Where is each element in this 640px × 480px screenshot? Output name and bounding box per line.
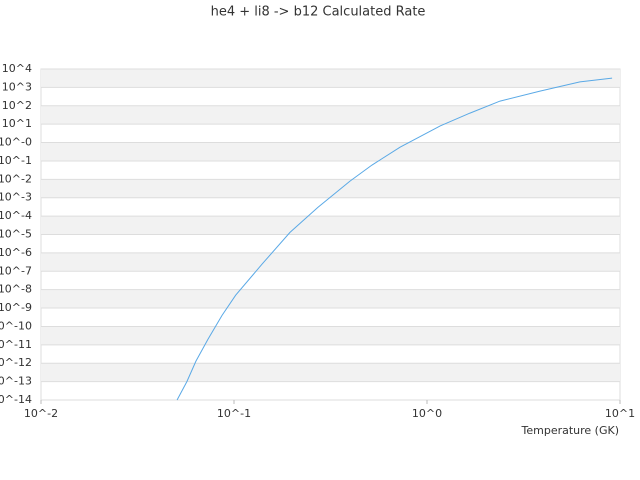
y-tick-label: 10^-2 bbox=[0, 172, 32, 185]
y-tick-label: 10^4 bbox=[2, 62, 32, 75]
y-tick-label: 10^3 bbox=[2, 80, 32, 93]
grid-band bbox=[41, 142, 620, 161]
y-tick-label: 10^-4 bbox=[0, 209, 32, 222]
data-line bbox=[176, 77, 613, 401]
grid-band bbox=[41, 179, 620, 198]
y-tick-label: 10^-14 bbox=[0, 393, 32, 406]
y-tick-label: 10^-9 bbox=[0, 301, 32, 314]
y-tick-label: 10^-11 bbox=[0, 338, 32, 351]
y-tick-label: 10^-3 bbox=[0, 191, 32, 204]
y-tick-label: 10^-7 bbox=[0, 264, 32, 277]
x-tick-label: 10^1 bbox=[605, 407, 635, 420]
y-tick-label: 10^-10 bbox=[0, 319, 32, 332]
grid-band bbox=[41, 252, 620, 272]
grid-band bbox=[41, 289, 620, 309]
grid-band bbox=[41, 363, 620, 382]
y-tick-label: 10^-8 bbox=[0, 283, 32, 296]
y-tick-label: 10^-13 bbox=[0, 375, 32, 388]
y-tick-label: 10^-6 bbox=[0, 246, 32, 259]
x-tick-label: 10^-1 bbox=[217, 407, 251, 420]
chart-title: he4 + li8 -> b12 Calculated Rate bbox=[211, 5, 426, 20]
y-tick-label: 10^-1 bbox=[0, 154, 32, 167]
y-tick-label: 10^2 bbox=[2, 99, 32, 112]
grid-band bbox=[41, 105, 620, 125]
grid-band bbox=[41, 326, 620, 345]
x-tick-label: 10^-2 bbox=[24, 407, 58, 420]
grid-band bbox=[41, 216, 620, 235]
y-tick-label: 10^-5 bbox=[0, 228, 32, 241]
y-tick-label: 10^-0 bbox=[0, 136, 32, 149]
x-axis-label: Temperature (GK) bbox=[521, 424, 620, 437]
y-tick-label: 10^-12 bbox=[0, 356, 32, 369]
grid-band bbox=[41, 69, 620, 88]
y-tick-label: 10^1 bbox=[2, 117, 32, 130]
x-tick-label: 10^0 bbox=[412, 407, 442, 420]
